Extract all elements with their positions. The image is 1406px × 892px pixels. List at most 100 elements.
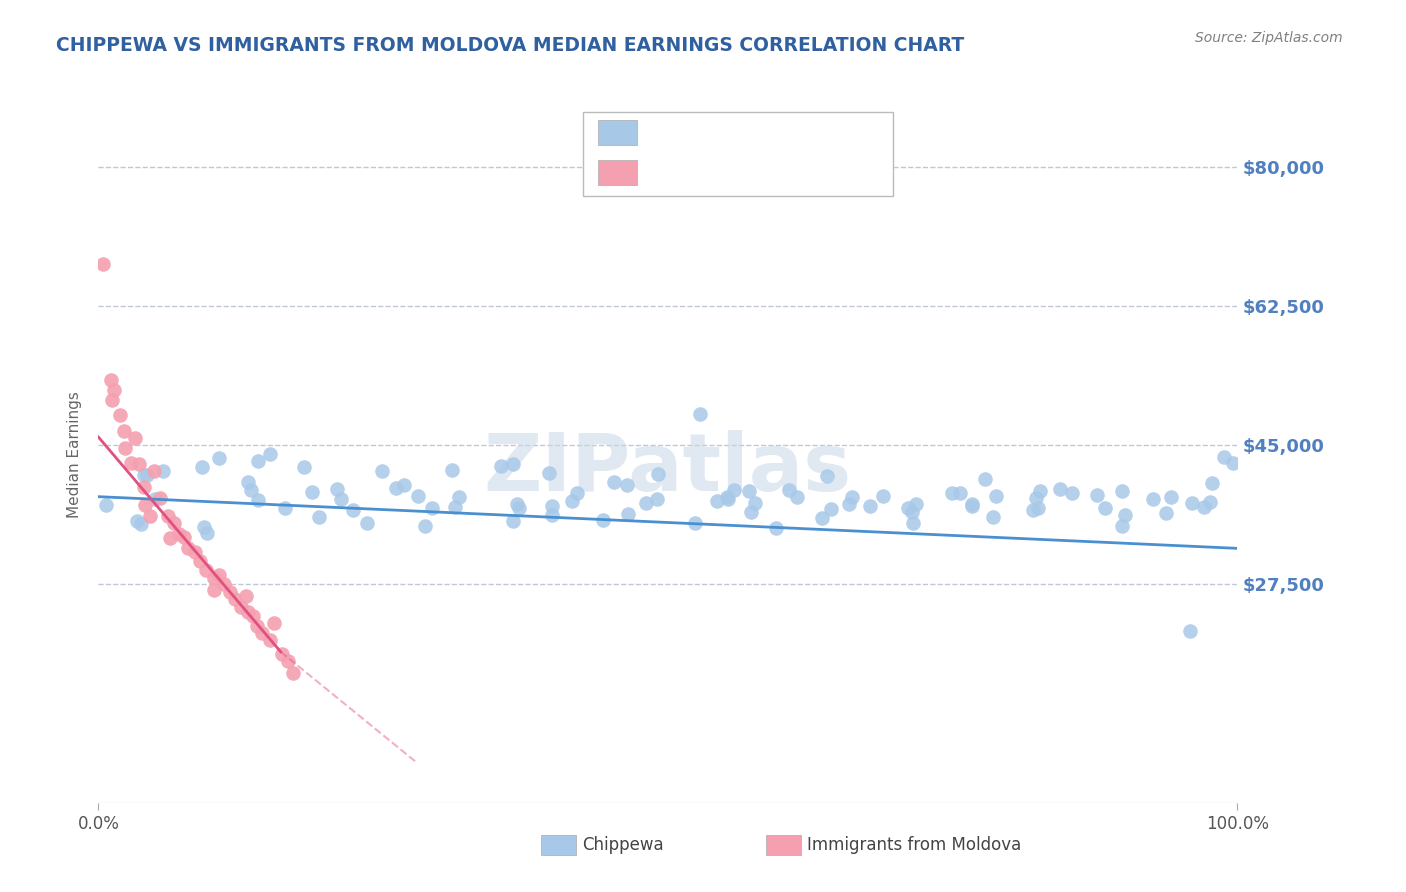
Point: [250, 626, 273, 640]
Point: [1025, 491, 1047, 506]
Point: [506, 497, 529, 511]
Point: [901, 516, 924, 530]
Point: [716, 490, 738, 504]
Point: [1111, 484, 1133, 499]
Point: [941, 486, 963, 500]
Point: [838, 497, 860, 511]
Point: [219, 585, 242, 599]
Point: [1060, 486, 1083, 500]
Point: [263, 615, 285, 630]
Point: [128, 458, 150, 472]
Point: [139, 508, 162, 523]
Point: [159, 531, 181, 545]
Point: [420, 501, 443, 516]
Point: [1212, 450, 1234, 465]
Point: [406, 490, 429, 504]
Point: [489, 459, 512, 474]
Point: [541, 508, 564, 522]
Point: [1222, 456, 1244, 470]
Point: [149, 491, 172, 505]
Point: [778, 483, 800, 497]
Point: [1022, 503, 1045, 517]
Point: [502, 457, 524, 471]
Point: [647, 467, 669, 482]
Point: [242, 609, 264, 624]
Point: [740, 505, 762, 519]
Point: [283, 665, 305, 680]
Point: [202, 582, 225, 597]
Point: [872, 489, 894, 503]
Point: [259, 447, 281, 461]
Point: [188, 554, 211, 568]
Point: [134, 480, 156, 494]
Point: [689, 407, 711, 421]
Point: [811, 511, 834, 525]
Point: [191, 460, 214, 475]
Point: [565, 485, 588, 500]
Point: [277, 654, 299, 668]
Point: [356, 516, 378, 530]
Point: [173, 530, 195, 544]
Y-axis label: Median Earnings: Median Earnings: [67, 392, 83, 518]
Point: [981, 510, 1004, 524]
Point: [167, 527, 190, 541]
Point: [259, 632, 281, 647]
Point: [101, 392, 124, 407]
Point: [236, 605, 259, 619]
Point: [134, 498, 156, 512]
Point: [973, 473, 995, 487]
Point: [737, 483, 759, 498]
Point: [308, 510, 330, 524]
Point: [1094, 500, 1116, 515]
Point: [194, 563, 217, 577]
Point: [325, 482, 347, 496]
Point: [744, 496, 766, 510]
Point: [541, 499, 564, 513]
Point: [706, 494, 728, 508]
Point: [1156, 507, 1178, 521]
Point: [645, 491, 668, 506]
Point: [508, 501, 530, 516]
Point: [1029, 483, 1052, 498]
Point: [132, 467, 155, 482]
Point: [502, 514, 524, 528]
Point: [616, 477, 638, 491]
Point: [815, 469, 838, 483]
Point: [1198, 495, 1220, 509]
Point: [208, 567, 231, 582]
Point: [292, 460, 315, 475]
Point: [330, 492, 353, 507]
Point: [229, 599, 252, 614]
Point: [1085, 488, 1108, 502]
Text: CHIPPEWA VS IMMIGRANTS FROM MOLDOVA MEDIAN EARNINGS CORRELATION CHART: CHIPPEWA VS IMMIGRANTS FROM MOLDOVA MEDI…: [56, 36, 965, 54]
Point: [859, 500, 882, 514]
Point: [370, 464, 392, 478]
Point: [193, 519, 215, 533]
Point: [897, 501, 920, 516]
Point: [602, 475, 624, 489]
Point: [841, 490, 863, 504]
Point: [765, 521, 787, 535]
Point: [195, 525, 218, 540]
Point: [103, 383, 125, 397]
Point: [905, 497, 928, 511]
Point: [136, 468, 159, 483]
Point: [786, 491, 808, 505]
Point: [143, 464, 166, 478]
Point: [960, 499, 983, 513]
Point: [112, 424, 135, 438]
Text: R = -0.245   N = 101: R = -0.245 N = 101: [647, 123, 820, 141]
Point: [208, 450, 231, 465]
Point: [960, 497, 983, 511]
Point: [152, 464, 174, 478]
Point: [617, 507, 640, 521]
Point: [94, 499, 117, 513]
Point: [91, 257, 114, 271]
Point: [156, 508, 179, 523]
Point: [212, 577, 235, 591]
Text: Immigrants from Moldova: Immigrants from Moldova: [807, 836, 1021, 854]
Point: [124, 432, 146, 446]
Point: [1178, 624, 1201, 639]
Point: [384, 481, 406, 495]
Point: [224, 592, 246, 607]
